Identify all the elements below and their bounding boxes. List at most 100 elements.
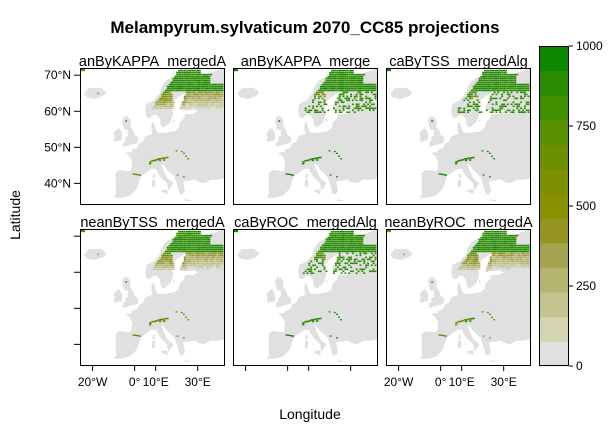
suitability-cell <box>482 75 485 78</box>
suitability-cell <box>168 99 171 102</box>
suitability-cell <box>180 81 182 84</box>
panel-frame <box>386 68 531 205</box>
suitability-cell <box>357 105 360 108</box>
suitability-cell <box>181 87 184 90</box>
suitability-cell <box>480 79 483 82</box>
suitability-cell <box>172 83 175 86</box>
suitability-cell <box>323 81 326 84</box>
suitability-cell <box>340 89 343 92</box>
suitability-cell <box>193 73 196 76</box>
suitability-cell <box>499 105 502 108</box>
suitability-cell <box>486 244 488 247</box>
suitability-cell <box>522 262 524 265</box>
suitability-cell <box>212 262 215 265</box>
suitability-cell <box>314 95 316 98</box>
suitability-cell <box>520 244 522 247</box>
suitability-cell <box>161 97 163 100</box>
suitability-cell <box>219 97 222 100</box>
suitability-cell <box>523 91 526 94</box>
suitability-cell <box>501 87 504 90</box>
suitability-cell <box>469 93 471 96</box>
suitability-cell <box>174 85 177 88</box>
suitability-cell <box>206 95 209 98</box>
suitability-cell <box>338 242 341 245</box>
suitability-cell <box>514 254 517 257</box>
suitability-cell <box>317 250 320 253</box>
suitability-cell <box>340 73 343 76</box>
suitability-cell <box>204 77 207 80</box>
suitability-cell <box>334 69 337 72</box>
suitability-cell <box>168 248 171 251</box>
suitability-cell <box>323 254 326 257</box>
suitability-cell <box>504 85 507 88</box>
suitability-cell <box>208 107 211 110</box>
suitability-cell <box>212 248 215 251</box>
suitability-cell <box>197 264 199 267</box>
suitability-cell <box>518 250 521 253</box>
suitability-cell <box>191 85 194 88</box>
suitability-cell <box>206 250 209 253</box>
suitability-cell <box>214 256 216 259</box>
suitability-cell <box>340 85 343 88</box>
suitability-cell <box>221 244 224 247</box>
suitability-cell <box>501 79 504 82</box>
suitability-cell <box>486 240 488 243</box>
suitability-cell <box>342 85 345 88</box>
suitability-cell <box>357 77 360 80</box>
suitability-cell <box>523 83 526 86</box>
suitability-cell <box>187 69 190 72</box>
suitability-cell <box>197 93 199 96</box>
suitability-cell <box>172 240 175 243</box>
suitability-cell <box>216 93 218 96</box>
suitability-cell <box>522 97 524 100</box>
suitability-cell <box>195 266 198 269</box>
suitability-cell-east <box>187 158 189 160</box>
suitability-cell <box>493 264 496 267</box>
suitability-cell <box>217 254 220 257</box>
suitability-cell-alps <box>459 159 462 162</box>
suitability-cell <box>361 87 364 90</box>
suitability-cell <box>497 238 500 241</box>
suitability-cell <box>503 266 505 269</box>
suitability-cell <box>331 73 333 76</box>
suitability-cell <box>185 236 188 239</box>
suitability-cell <box>482 242 485 245</box>
suitability-cell <box>217 258 220 261</box>
suitability-cell <box>189 236 192 239</box>
suitability-cell <box>491 75 494 78</box>
suitability-cell <box>333 232 335 235</box>
suitability-cell <box>323 83 326 86</box>
suitability-cell <box>491 87 494 90</box>
suitability-cell <box>493 246 496 249</box>
suitability-cell <box>174 240 177 243</box>
suitability-cell <box>361 81 364 84</box>
suitability-cell <box>336 234 339 237</box>
suitability-cell <box>157 262 160 265</box>
suitability-cell <box>527 101 530 104</box>
land-crete <box>490 199 496 202</box>
suitability-cell <box>491 77 494 80</box>
suitability-cell-alps <box>461 158 465 161</box>
suitability-cell <box>319 252 322 255</box>
suitability-cell <box>503 250 505 253</box>
suitability-cell <box>191 91 194 94</box>
suitability-cell <box>206 258 209 261</box>
suitability-cell <box>221 83 224 86</box>
suitability-cell <box>219 264 222 267</box>
suitability-cell <box>336 75 339 78</box>
suitability-cell <box>178 238 180 241</box>
suitability-cell-east <box>482 335 485 337</box>
suitability-cell <box>486 230 488 233</box>
suitability-cell <box>323 99 326 102</box>
suitability-cell <box>527 256 530 259</box>
suitability-cell <box>166 95 169 98</box>
suitability-cell <box>202 93 205 96</box>
suitability-cell <box>170 87 173 90</box>
suitability-cell <box>187 95 190 98</box>
suitability-cell <box>206 85 209 88</box>
suitability-cell <box>514 250 517 253</box>
suitability-cell <box>363 272 366 274</box>
suitability-cell <box>329 73 332 76</box>
suitability-cell-corner <box>233 229 238 233</box>
suitability-cell <box>365 87 368 90</box>
